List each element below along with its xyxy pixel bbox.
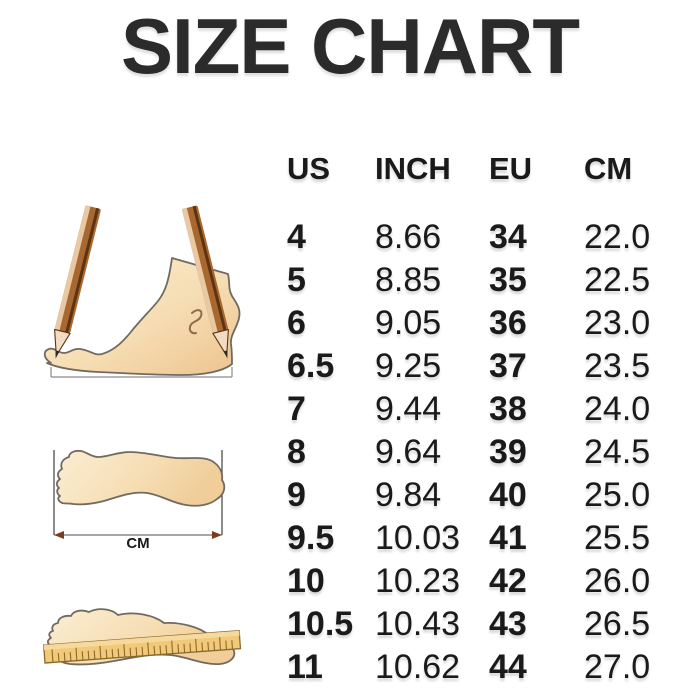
svg-text:CM: CM <box>126 535 149 552</box>
